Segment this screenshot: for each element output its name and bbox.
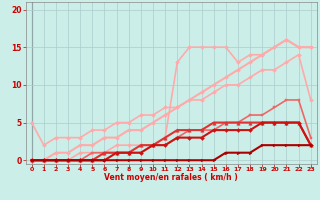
X-axis label: Vent moyen/en rafales ( km/h ): Vent moyen/en rafales ( km/h ) bbox=[104, 173, 238, 182]
